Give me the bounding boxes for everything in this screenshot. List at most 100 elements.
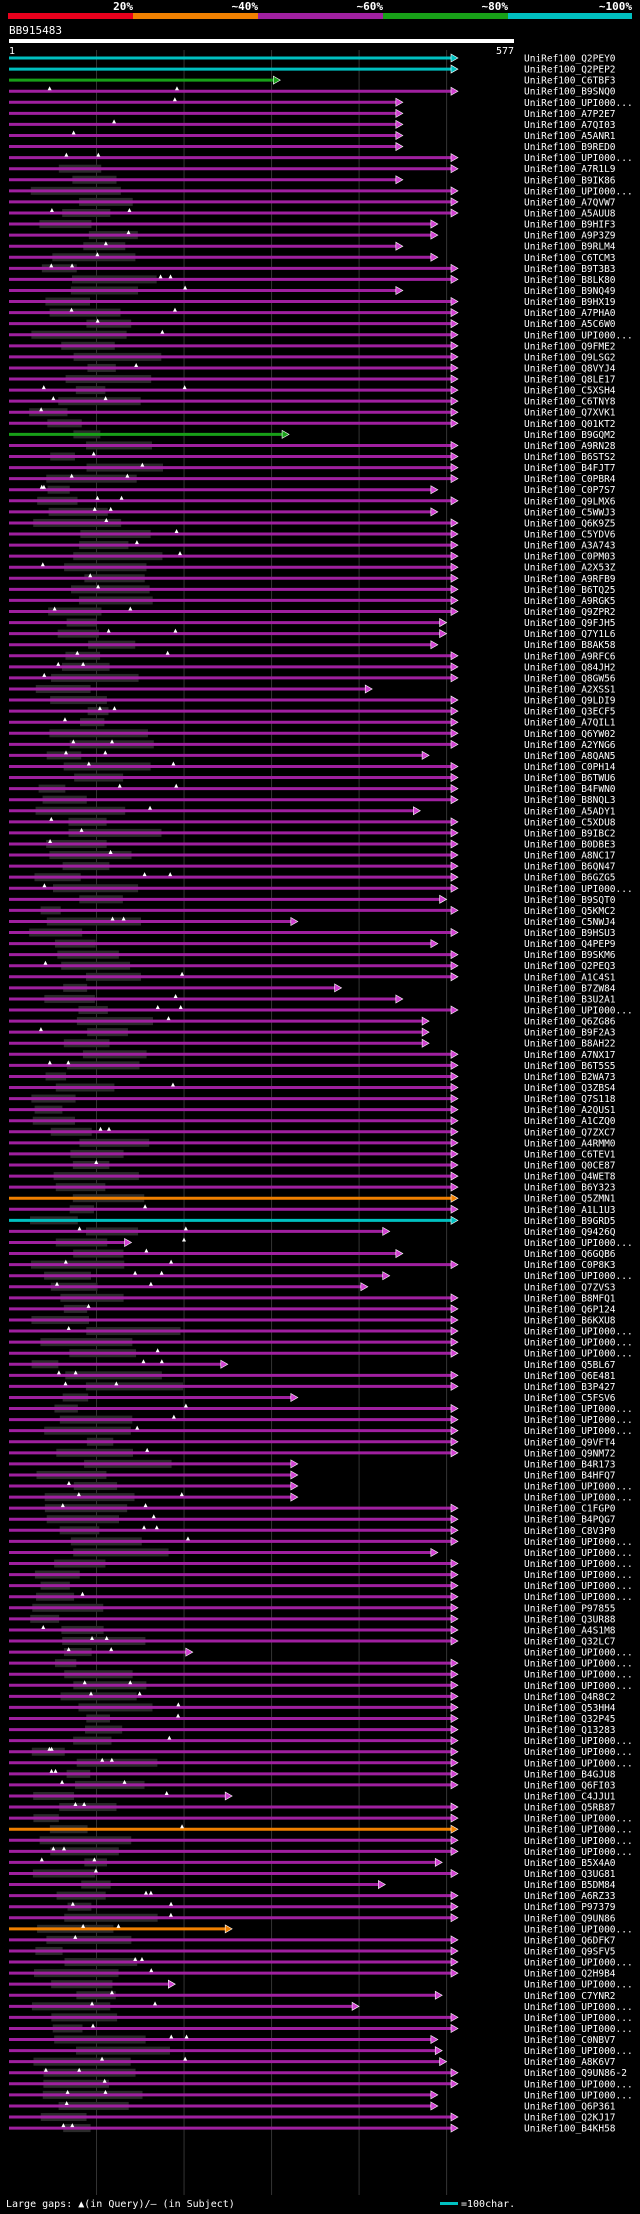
hit-label[interactable]: UniRef100_Q13283 bbox=[524, 1725, 616, 1736]
hit-row[interactable]: UniRef100_A4S1M8 bbox=[9, 1624, 616, 1637]
hit-row[interactable]: UniRef100_A7NX17 bbox=[9, 1049, 616, 1061]
hit-label[interactable]: UniRef100_A7QI03 bbox=[524, 120, 616, 131]
hit-label[interactable]: UniRef100_UPI000... bbox=[524, 1238, 633, 1249]
hit-label[interactable]: UniRef100_UPI000... bbox=[524, 1681, 633, 1692]
hit-row[interactable]: UniRef100_A6RZ33 bbox=[9, 1890, 616, 1903]
hit-label[interactable]: UniRef100_Q6GQB6 bbox=[524, 1249, 616, 1260]
hit-row[interactable]: UniRef100_C0NBV7 bbox=[9, 2034, 616, 2047]
hit-label[interactable]: UniRef100_Q5BL67 bbox=[524, 1360, 616, 1371]
hit-row[interactable]: UniRef100_Q2PEY0 bbox=[9, 53, 616, 65]
hit-label[interactable]: UniRef100_Q32P45 bbox=[524, 1714, 616, 1725]
hit-row[interactable]: UniRef100_Q7ZVS3 bbox=[9, 1281, 616, 1294]
hit-row[interactable]: UniRef100_A8NC17 bbox=[9, 850, 616, 862]
hit-row[interactable]: UniRef100_Q9UN86 bbox=[9, 1912, 616, 1925]
hit-label[interactable]: UniRef100_Q7XVK1 bbox=[524, 408, 616, 419]
hit-label[interactable]: UniRef100_B5DM84 bbox=[524, 1880, 616, 1891]
hit-row[interactable]: UniRef100_Q6FI03 bbox=[9, 1779, 616, 1792]
hit-label[interactable]: UniRef100_C1FGP0 bbox=[524, 1504, 616, 1515]
hit-row[interactable]: UniRef100_A7R1L9 bbox=[9, 164, 616, 175]
hit-row[interactable]: UniRef100_P97855 bbox=[9, 1603, 616, 1614]
hit-label[interactable]: UniRef100_B0DBE3 bbox=[524, 839, 616, 850]
hit-label[interactable]: UniRef100_Q0CE87 bbox=[524, 1161, 616, 1172]
hit-row[interactable]: UniRef100_A2X53Z bbox=[9, 562, 616, 574]
hit-label[interactable]: UniRef100_Q4R8C2 bbox=[524, 1692, 616, 1703]
hit-row[interactable]: UniRef100_Q9SFV5 bbox=[9, 1946, 616, 1957]
hit-label[interactable]: UniRef100_UPI000... bbox=[524, 1847, 633, 1858]
hit-label[interactable]: UniRef100_B9T3B3 bbox=[524, 264, 616, 275]
hit-row[interactable]: UniRef100_Q2H9B4 bbox=[9, 1968, 616, 1980]
hit-row[interactable]: UniRef100_Q13283 bbox=[9, 1725, 616, 1736]
hit-row[interactable]: UniRef100_A2QUS1 bbox=[9, 1105, 616, 1116]
hit-label[interactable]: UniRef100_B8AH22 bbox=[524, 1039, 616, 1050]
hit-label[interactable]: UniRef100_B9SQT0 bbox=[524, 895, 616, 906]
hit-row[interactable]: UniRef100_A8QAN5 bbox=[9, 750, 616, 762]
hit-label[interactable]: UniRef100_B6STS2 bbox=[524, 452, 616, 463]
hit-row[interactable]: UniRef100_C6TEV1 bbox=[9, 1149, 616, 1160]
hit-row[interactable]: UniRef100_Q53HH4 bbox=[9, 1702, 616, 1714]
hit-label[interactable]: UniRef100_B4R173 bbox=[524, 1459, 616, 1470]
hit-label[interactable]: UniRef100_Q7S118 bbox=[524, 1094, 616, 1105]
hit-label[interactable]: UniRef100_Q5RB87 bbox=[524, 1803, 616, 1814]
hit-label[interactable]: UniRef100_B9SNQ0 bbox=[524, 87, 616, 98]
hit-label[interactable]: UniRef100_B6QN47 bbox=[524, 862, 616, 873]
hit-label[interactable]: UniRef100_Q7ZVS3 bbox=[524, 1282, 616, 1293]
hit-label[interactable]: UniRef100_Q2PEY0 bbox=[524, 54, 616, 65]
hit-label[interactable]: UniRef100_Q7Y1L6 bbox=[524, 629, 616, 640]
hit-label[interactable]: UniRef100_UPI000... bbox=[524, 1670, 633, 1681]
hit-label[interactable]: UniRef100_B9HIF3 bbox=[524, 220, 616, 231]
hit-label[interactable]: UniRef100_B2WA73 bbox=[524, 1072, 616, 1083]
hit-row[interactable]: UniRef100_B5DM84 bbox=[9, 1880, 616, 1891]
hit-row[interactable]: UniRef100_B4FWN0 bbox=[9, 783, 616, 796]
hit-row[interactable]: UniRef100_Q6K9Z5 bbox=[9, 517, 616, 530]
hit-label[interactable]: UniRef100_UPI000... bbox=[524, 884, 633, 895]
hit-label[interactable]: UniRef100_B9RLM4 bbox=[524, 242, 616, 253]
hit-row[interactable]: UniRef100_UPI000... bbox=[9, 1326, 633, 1338]
hit-row[interactable]: UniRef100_B6TQ25 bbox=[9, 584, 616, 596]
hit-label[interactable]: UniRef100_B8LK80 bbox=[524, 275, 616, 286]
hit-row[interactable]: UniRef100_B6Y323 bbox=[9, 1182, 616, 1194]
hit-row[interactable]: UniRef100_UPI000... bbox=[9, 1658, 633, 1670]
hit-row[interactable]: UniRef100_Q3ZBS4 bbox=[9, 1082, 616, 1095]
hit-row[interactable]: UniRef100_C0P8K3 bbox=[9, 1259, 616, 1272]
hit-row[interactable]: UniRef100_B4R173 bbox=[9, 1459, 616, 1470]
hit-label[interactable]: UniRef100_Q84JH2 bbox=[524, 662, 616, 673]
hit-row[interactable]: UniRef100_UPI000... bbox=[9, 1591, 633, 1604]
hit-label[interactable]: UniRef100_B4FWN0 bbox=[524, 784, 616, 795]
hit-label[interactable]: UniRef100_C6TNY8 bbox=[524, 397, 616, 408]
hit-row[interactable]: UniRef100_A3A743 bbox=[9, 540, 616, 552]
hit-row[interactable]: UniRef100_B4FJT7 bbox=[9, 462, 616, 475]
hit-row[interactable]: UniRef100_A9RN28 bbox=[9, 440, 616, 452]
hit-row[interactable]: UniRef100_B6STS2 bbox=[9, 451, 616, 464]
hit-row[interactable]: UniRef100_C5XSH4 bbox=[9, 385, 616, 397]
hit-label[interactable]: UniRef100_Q2PEQ3 bbox=[524, 961, 616, 972]
hit-label[interactable]: UniRef100_A8QAN5 bbox=[524, 751, 616, 762]
hit-label[interactable]: UniRef100_C8V3P0 bbox=[524, 1526, 616, 1537]
hit-label[interactable]: UniRef100_UPI000... bbox=[524, 1493, 633, 1504]
hit-row[interactable]: UniRef100_C5NWJ4 bbox=[9, 916, 616, 928]
hit-row[interactable]: UniRef100_UPI000... bbox=[9, 2012, 633, 2024]
hit-row[interactable]: UniRef100_Q2KJ17 bbox=[9, 2112, 616, 2124]
hit-label[interactable]: UniRef100_B9RED0 bbox=[524, 142, 616, 153]
hit-row[interactable]: UniRef100_C0P7S7 bbox=[9, 484, 616, 497]
hit-row[interactable]: UniRef100_Q3UR88 bbox=[9, 1614, 616, 1625]
hit-row[interactable]: UniRef100_Q3UG81 bbox=[9, 1868, 616, 1880]
hit-label[interactable]: UniRef100_A5AUU8 bbox=[524, 208, 616, 219]
hit-row[interactable]: UniRef100_B9HSU3 bbox=[9, 928, 616, 939]
hit-label[interactable]: UniRef100_A7QVW7 bbox=[524, 197, 616, 208]
hit-row[interactable]: UniRef100_UPI000... bbox=[9, 1647, 633, 1659]
hit-label[interactable]: UniRef100_UPI000... bbox=[524, 1327, 633, 1338]
hit-row[interactable]: UniRef100_UPI000... bbox=[9, 1559, 633, 1570]
hit-label[interactable]: UniRef100_B9HX19 bbox=[524, 297, 616, 308]
hit-label[interactable]: UniRef100_B3U2A1 bbox=[524, 994, 616, 1005]
hit-label[interactable]: UniRef100_B6KXU8 bbox=[524, 1315, 616, 1326]
hit-row[interactable]: UniRef100_Q01KT2 bbox=[9, 418, 616, 430]
hit-label[interactable]: UniRef100_B6GZG5 bbox=[524, 873, 616, 884]
hit-label[interactable]: UniRef100_C0PM03 bbox=[524, 552, 616, 563]
hit-row[interactable]: UniRef100_Q0CE87 bbox=[9, 1160, 616, 1172]
hit-row[interactable]: UniRef100_Q5BL67 bbox=[9, 1359, 616, 1371]
hit-label[interactable]: UniRef100_B4FJT7 bbox=[524, 463, 616, 474]
hit-row[interactable]: UniRef100_Q9NM72 bbox=[9, 1447, 616, 1460]
hit-row[interactable]: UniRef100_Q9FME2 bbox=[9, 341, 616, 352]
hit-label[interactable]: UniRef100_UPI000... bbox=[524, 1570, 633, 1581]
hit-row[interactable]: UniRef100_UPI000... bbox=[9, 1957, 633, 1969]
